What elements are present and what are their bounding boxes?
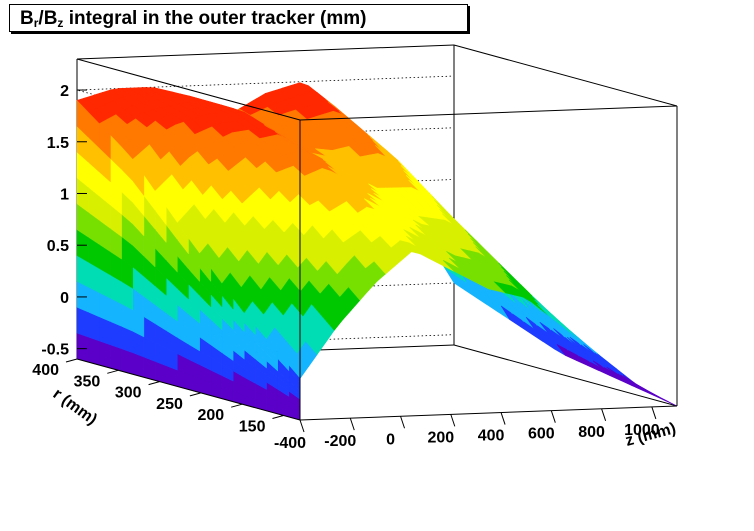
y-tick-label: 350 (74, 373, 101, 390)
x-tick (601, 408, 607, 421)
surface-side-patch (87, 336, 100, 366)
y-tick-label: 300 (115, 385, 142, 402)
title-s1: r (33, 16, 39, 30)
x-tick (400, 416, 406, 429)
x-tick-label: 800 (578, 424, 605, 441)
surface-patch (657, 395, 678, 407)
surface-side-patch (121, 348, 133, 375)
y-tick-label: 150 (239, 418, 266, 435)
x-tick (651, 406, 657, 420)
box-edge (76, 358, 301, 421)
x-tick-label: 0 (386, 431, 395, 448)
title-b1: B (20, 8, 34, 29)
z-tick-label: 0.5 (47, 238, 69, 255)
z-tick-label: -0.5 (41, 342, 69, 359)
y-tick (189, 392, 202, 397)
box-edge (299, 105, 678, 121)
y-tick (231, 403, 243, 408)
box-edge (76, 44, 455, 60)
x-tick-label: 200 (427, 429, 454, 446)
surface-side-patch (76, 99, 89, 138)
z-tick-label: 2 (60, 83, 69, 100)
y-tick (272, 414, 284, 419)
box-edge (76, 58, 301, 121)
y-tick-label: 400 (32, 362, 59, 379)
surface-mesh (76, 82, 678, 421)
chart-title: Br/Bz integral in the outer tracker (mm) (9, 4, 468, 32)
box-edge (299, 405, 678, 421)
y-tick-label: 250 (156, 396, 183, 413)
x-tick-label: -400 (274, 435, 306, 452)
x-tick (550, 410, 556, 423)
title-slash: / (38, 8, 44, 29)
y-tick (107, 369, 119, 374)
title-s2: z (57, 16, 64, 30)
tick-marks (65, 89, 657, 433)
y-tick-label: 200 (197, 407, 224, 424)
surface-side-patch (76, 306, 89, 338)
z-tick-label: 1 (60, 186, 69, 203)
tick-labels: -400 -200 0 200 400 600 800 1000 150 200 250 300 350… (32, 83, 659, 452)
x-tick-label: 400 (478, 428, 505, 445)
surface-side-patch (87, 311, 100, 342)
y-tick (148, 381, 160, 386)
z-tick-label: 0 (60, 290, 69, 307)
surface-side-patch (110, 344, 122, 372)
y-tick (65, 358, 78, 363)
surface-side-patch (76, 332, 89, 363)
y-axis-title: r (mm) (50, 385, 100, 428)
x-tick (500, 412, 506, 425)
x-tick (450, 414, 456, 427)
box-edge (453, 344, 678, 407)
surface-side-patch (99, 340, 111, 369)
box-edge (453, 44, 678, 107)
front-edges (76, 58, 678, 421)
x-tick-label: 600 (528, 426, 555, 443)
x-tick (349, 417, 355, 431)
x-tick-label: -200 (324, 433, 356, 450)
z-tick-label: 1.5 (47, 135, 69, 152)
title-rest: integral in the outer tracker (mm) (63, 8, 367, 29)
title-b2: B (43, 8, 58, 29)
x-tick-label: 1000 (624, 422, 660, 439)
x-tick (299, 419, 305, 433)
